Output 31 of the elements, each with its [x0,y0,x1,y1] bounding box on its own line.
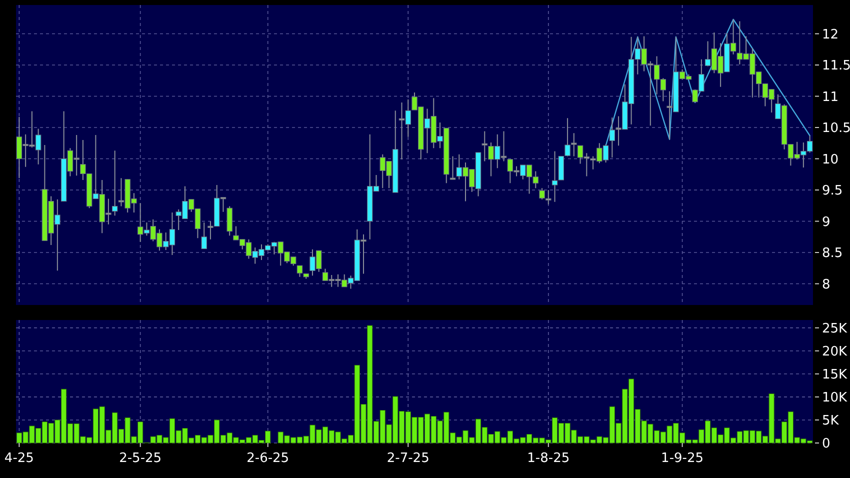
candlestick [546,190,552,205]
x-tick-label: 2-6-25 [246,451,290,466]
y-tick-label: 9.5 [822,184,843,199]
candlestick [552,150,558,202]
y-tick-label: 15K [822,367,848,382]
y-tick-label: 9 [822,214,830,230]
x-tick-label: 4-25 [4,451,34,466]
y-tick-label: 11 [822,90,839,105]
y-tick-label: 0 [822,436,830,452]
y-tick-label: 8 [822,277,830,292]
x-tick-label: 1-8-25 [527,451,570,466]
candlestick [201,222,207,250]
y-tick-label: 5K [822,414,840,429]
y-tick-label: 10 [822,152,839,168]
candlestick [112,150,118,216]
x-tick-label: 2-5-25 [119,451,162,466]
y-tick-label: 10K [822,390,848,406]
candlestick [450,156,456,180]
y-tick-label: 11.5 [822,58,850,74]
candlestick [296,265,303,278]
candlestick [482,130,488,162]
candlestick [558,156,564,180]
y-tick-label: 20K [822,344,848,360]
x-tick-label: 1-9-25 [661,451,704,466]
y-tick-label: 25K [822,321,848,336]
x-tick-label: 2-7-25 [386,451,430,466]
candlestick [539,188,545,200]
y-tick-label: 10.5 [822,121,850,136]
y-tick-label: 8.5 [822,246,843,262]
y-tick-label: 12 [822,27,839,42]
candlestick [226,206,232,236]
